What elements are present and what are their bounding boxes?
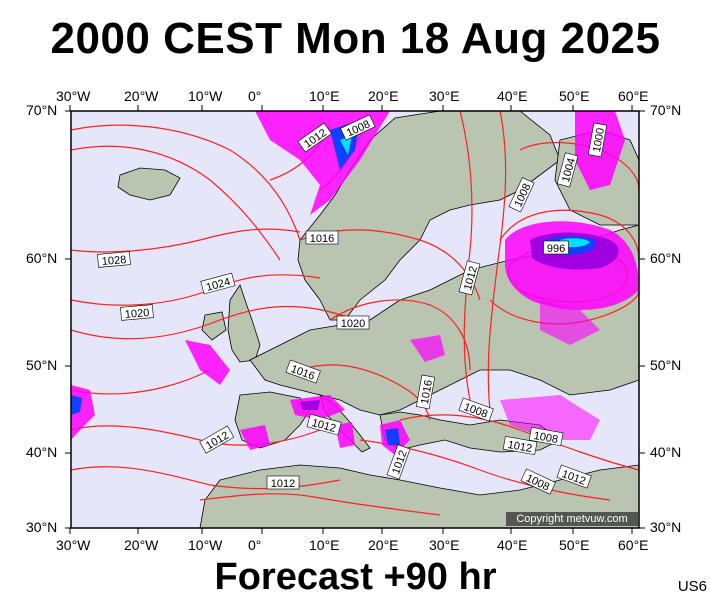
svg-text:1008: 1008 [533,430,559,446]
lon-label: 30°E [429,88,460,104]
lon-label: 10°E [309,537,340,553]
lat-label: 60°N [650,250,682,266]
lat-label: 30°N [26,519,58,535]
lon-label: 40°E [497,537,528,553]
svg-text:1012: 1012 [271,478,295,490]
isobar-value-label: 1000 [587,122,608,158]
lon-label: 0° [248,88,262,104]
lat-label: 40°N [650,444,682,460]
lon-label: 20°E [368,88,399,104]
isobar-value-label: 1020 [120,304,154,321]
isobar-value-label: 1028 [97,251,131,268]
lon-label: 10°E [309,88,340,104]
lon-label: 50°E [559,537,590,553]
lon-label: 50°E [559,88,590,104]
iceland [117,167,181,201]
forecast-hour: Forecast +90 hr [214,556,497,598]
lat-label: 70°N [650,102,682,118]
lon-label: 10°W [188,88,223,104]
svg-text:1016: 1016 [419,379,435,405]
svg-text:1020: 1020 [124,307,149,321]
axis-ticks [65,105,645,534]
lon-label: 40°E [497,88,528,104]
svg-text:1016: 1016 [310,233,334,245]
lat-label: 40°N [26,444,58,460]
isobar-value-label: 1012 [502,435,538,456]
lon-label: 30°W [56,537,91,553]
lon-label: 10°W [188,537,223,553]
ireland [201,311,227,341]
lon-label: 20°E [368,537,399,553]
model-code: US6 [677,578,707,595]
lon-label: 20°W [124,88,159,104]
lat-label: 70°N [26,102,58,118]
copyright-notice: Copyright metvuw.com [506,512,638,526]
lat-label: 30°N [650,519,682,535]
svg-text:1012: 1012 [507,439,533,455]
britain [227,284,261,363]
lat-label: 50°N [26,357,58,373]
isobar-value-label: 1020 [336,315,370,330]
isobar-value-label: 1012 [266,475,300,490]
forecast-title: 2000 CEST Mon 18 Aug 2025 [50,14,661,63]
svg-text:1028: 1028 [101,254,126,268]
lon-label: 60°E [618,88,649,104]
lat-label: 60°N [26,250,58,266]
svg-text:996: 996 [547,243,565,255]
lon-label: 30°E [429,537,460,553]
lat-label: 50°N [650,357,682,373]
precipitation [71,111,639,455]
svg-text:1000: 1000 [591,127,607,153]
isobar-value-label: 1008 [528,426,564,447]
lon-label: 0° [248,537,262,553]
lon-label: 20°W [124,537,159,553]
isobar-value-label: 1016 [305,230,339,245]
isobar-value-label: 996 [543,240,569,255]
lon-label: 30°W [56,88,91,104]
lon-label: 60°E [618,537,649,553]
map-frame [70,110,640,529]
isobar-value-label: 1016 [415,374,436,410]
svg-text:1020: 1020 [341,318,365,330]
